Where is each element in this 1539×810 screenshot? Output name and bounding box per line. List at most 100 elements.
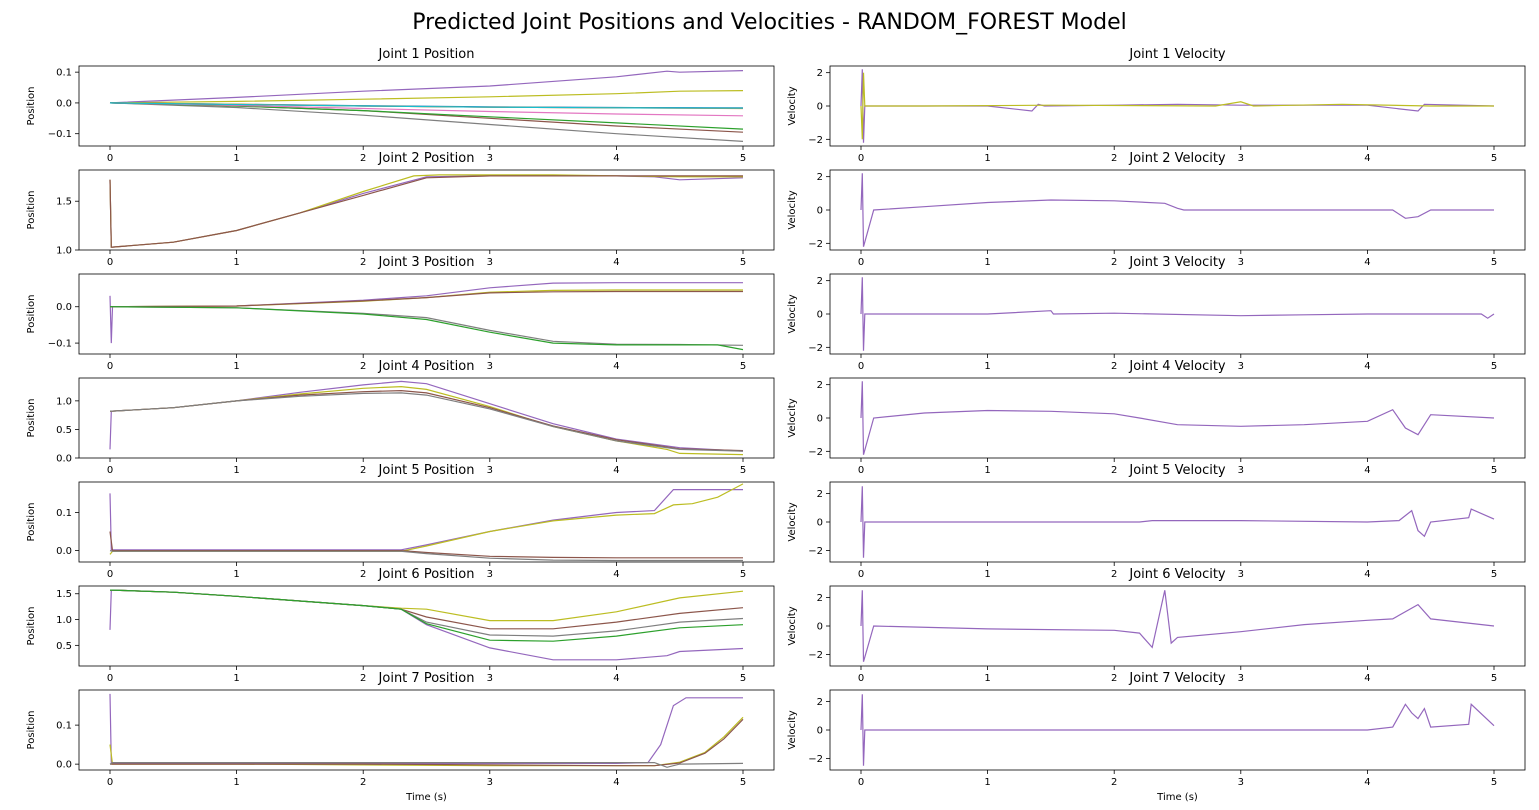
x-tick-label: 3: [1238, 777, 1244, 788]
x-tick-label: 5: [740, 153, 746, 164]
y-tick-label: 0.0: [56, 98, 72, 109]
x-tick-label: 1: [233, 777, 239, 788]
x-tick-label: 0: [107, 257, 113, 268]
y-tick-label: 0: [817, 310, 823, 321]
x-tick-label: 3: [1238, 465, 1244, 476]
series-line: [860, 72, 1494, 140]
y-tick-label: 2: [817, 276, 823, 287]
x-tick-label: 2: [360, 673, 366, 684]
y-axis-label: Position: [26, 711, 37, 750]
subplot-title: Joint 4 Velocity: [1128, 359, 1226, 374]
series-line: [109, 761, 744, 768]
series-line: [109, 716, 744, 767]
x-tick-label: 5: [740, 465, 746, 476]
y-tick-label: −0.1: [48, 129, 72, 140]
x-tick-label: 2: [360, 569, 366, 580]
x-tick-label: 1: [984, 569, 990, 580]
x-tick-label: 5: [1491, 777, 1497, 788]
y-tick-label: 0.5: [56, 641, 72, 652]
axes-frame: [78, 585, 775, 667]
subplot-12: 0 1 2 3 4 5 −2 0 2 Velocity Joint 6 Velocity: [787, 567, 1526, 684]
series-line: [109, 290, 743, 308]
y-tick-label: −2: [808, 239, 823, 250]
y-tick-label: 2: [817, 489, 823, 500]
series-line: [860, 277, 1495, 351]
y-axis-label: Velocity: [787, 606, 798, 645]
series-line: [109, 306, 744, 346]
x-tick-label: 3: [487, 257, 493, 268]
x-tick-label: 1: [984, 153, 990, 164]
x-tick-label: 5: [740, 569, 746, 580]
x-axis-label: Time (s): [405, 792, 447, 803]
x-tick-label: 5: [1491, 153, 1497, 164]
subplot-6: 0 1 2 3 4 5 −2 0 2 Velocity Joint 3 Velocity: [787, 255, 1526, 372]
series-line: [109, 483, 744, 555]
series-line: [860, 381, 1495, 455]
x-tick-label: 0: [858, 257, 864, 268]
y-axis-label: Velocity: [787, 86, 798, 125]
x-tick-label: 4: [613, 361, 619, 372]
y-axis-label: Position: [26, 295, 37, 334]
subplot-title: Joint 6 Velocity: [1128, 567, 1226, 582]
x-tick-label: 0: [107, 465, 113, 476]
y-tick-label: 0: [817, 414, 823, 425]
series-line: [860, 486, 1495, 558]
y-tick-label: 2: [817, 593, 823, 604]
y-tick-label: 2: [817, 172, 823, 183]
x-tick-label: 5: [1491, 361, 1497, 372]
y-axis-label: Velocity: [787, 294, 798, 333]
x-tick-label: 3: [487, 673, 493, 684]
subplot-10: 0 1 2 3 4 5 −2 0 2 Velocity Joint 5 Velocity: [787, 463, 1526, 580]
x-tick-label: 3: [1238, 361, 1244, 372]
x-tick-label: 0: [107, 361, 113, 372]
y-axis-label: Position: [26, 399, 37, 438]
series-line: [109, 90, 744, 104]
subplot-13: 0 1 2 3 4 5 0.0 0.1 Position Joint 7 Position Time…: [26, 671, 775, 803]
x-tick-label: 1: [233, 361, 239, 372]
x-tick-label: 2: [1111, 673, 1117, 684]
figure-title: Predicted Joint Positions and Velocities…: [412, 10, 1127, 35]
x-tick-label: 4: [613, 153, 619, 164]
x-tick-label: 5: [1491, 257, 1497, 268]
subplot-14: 0 1 2 3 4 5 −2 0 2 Velocity Joint 7 Velocity Time (…: [787, 671, 1526, 803]
y-tick-label: −2: [808, 447, 823, 458]
x-tick-label: 2: [360, 257, 366, 268]
y-tick-label: 0: [817, 206, 823, 217]
x-tick-label: 0: [107, 153, 113, 164]
axes-frame: [829, 169, 1526, 251]
series-line: [109, 289, 743, 308]
subplot-5: 0 1 2 3 4 5 −0.1 0.0 Position Joint 3 Position: [26, 255, 775, 372]
subplot-9: 0 1 2 3 4 5 0.0 0.1 Position Joint 5 Position: [26, 463, 775, 580]
x-tick-label: 4: [1364, 361, 1370, 372]
axes-frame: [78, 65, 775, 147]
x-tick-label: 3: [1238, 257, 1244, 268]
x-tick-label: 5: [740, 361, 746, 372]
subplot-title: Joint 2 Position: [378, 151, 475, 166]
y-axis-label: Velocity: [787, 398, 798, 437]
subplot-title: Joint 3 Velocity: [1128, 255, 1226, 270]
x-tick-label: 2: [360, 777, 366, 788]
x-tick-label: 5: [1491, 569, 1497, 580]
y-axis-label: Velocity: [787, 710, 798, 749]
subplot-title: Joint 1 Velocity: [1128, 47, 1226, 62]
x-tick-label: 2: [1111, 361, 1117, 372]
x-tick-label: 0: [107, 673, 113, 684]
subplot-title: Joint 5 Position: [378, 463, 475, 478]
y-tick-label: −2: [808, 650, 823, 661]
x-tick-label: 1: [233, 153, 239, 164]
series-line: [109, 282, 743, 344]
series-line: [110, 389, 744, 452]
y-tick-label: −2: [808, 546, 823, 557]
y-tick-label: 0.1: [56, 68, 72, 79]
series-line: [109, 70, 744, 104]
x-tick-label: 1: [233, 673, 239, 684]
x-tick-label: 3: [487, 569, 493, 580]
series-line: [110, 718, 744, 767]
x-tick-label: 4: [613, 777, 619, 788]
y-axis-label: Velocity: [787, 190, 798, 229]
y-tick-label: 1.5: [56, 589, 72, 600]
subplot-1: 0 1 2 3 4 5 −0.1 0.0 0.1 Position Joint 1 Position: [26, 47, 775, 164]
x-tick-label: 1: [984, 257, 990, 268]
y-tick-label: 0.0: [56, 454, 72, 465]
series-line: [109, 550, 743, 562]
